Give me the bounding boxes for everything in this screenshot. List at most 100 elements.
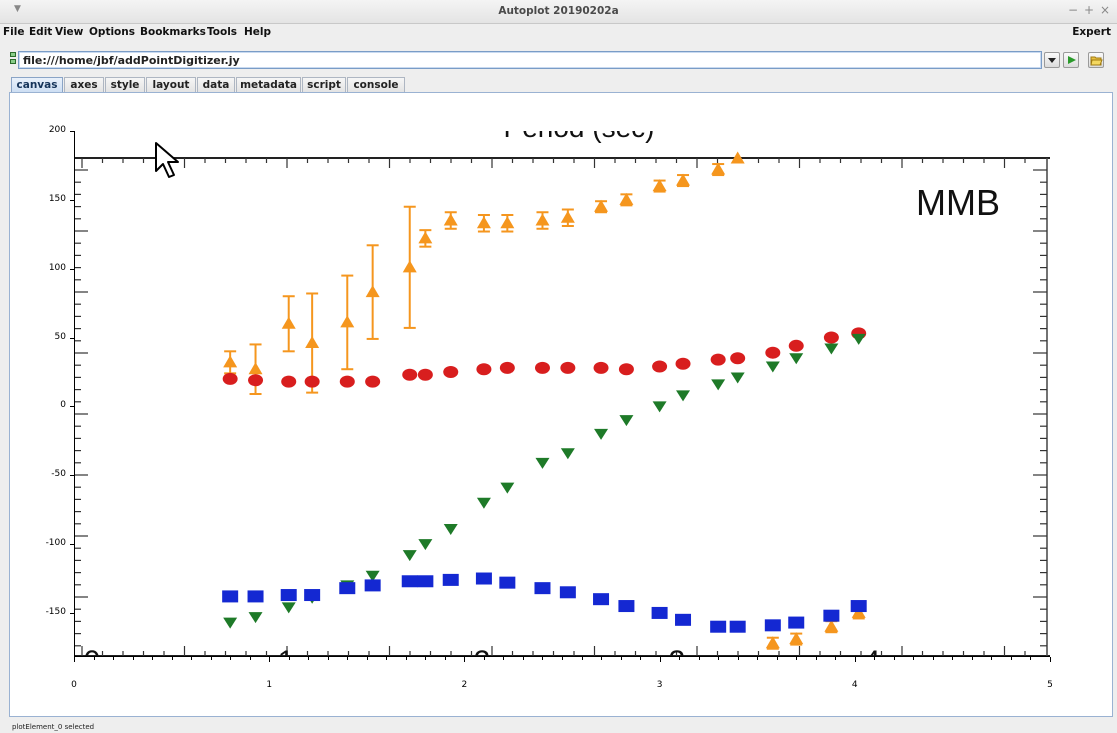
window-menu-icon[interactable]: ▼ [14,4,21,14]
data-point [675,613,692,626]
plot-go-button[interactable] [1063,52,1079,68]
x-minor-tick [874,657,876,660]
data-point [500,216,515,229]
tab-data[interactable]: data [197,77,235,93]
data-source-icon [10,52,17,66]
plot-area[interactable]: Period (sec) MMB 0 1 2 3 4 [74,131,1050,657]
x-minor-tick [542,657,544,660]
x-tick-mark [269,657,271,662]
data-point [710,353,726,366]
menu-file[interactable]: File [3,26,25,38]
y-tick-mark [70,406,74,408]
data-point [248,362,263,375]
data-point [676,390,691,402]
minimize-icon[interactable]: − [1067,3,1079,17]
expert-menu[interactable]: Expert [1072,26,1111,38]
address-dropdown-button[interactable] [1044,52,1060,68]
menu-view[interactable]: View [55,26,84,38]
y-tick-mark [70,475,74,477]
data-point [443,365,459,378]
data-point [304,375,320,388]
folder-open-icon [1090,56,1103,66]
tab-canvas[interactable]: canvas [11,77,63,94]
data-point [594,428,609,440]
tab-style[interactable]: style [105,77,145,93]
data-point [618,363,634,376]
x-minor-tick [679,657,681,660]
x-tick-label: 2 [461,680,468,690]
image-bottom-numeral: 4 [864,645,881,657]
y-tick-label: -100 [45,538,66,549]
x-minor-tick [366,657,368,660]
menu-edit[interactable]: Edit [29,26,53,38]
series-triangle-up [223,151,866,650]
x-minor-tick [425,657,427,660]
data-point [339,375,355,388]
menu-bar: File Edit View Options Bookmarks Tools H… [0,24,1117,42]
data-point [534,361,550,374]
data-point [729,620,746,633]
x-axis-line [74,656,1050,657]
data-point [651,606,668,619]
canvas-panel[interactable] [9,92,1113,717]
maximize-icon[interactable]: + [1083,3,1095,17]
x-tick-label: 4 [851,680,858,690]
data-point [594,199,609,212]
tab-metadata[interactable]: metadata [236,77,301,93]
data-point [340,315,355,328]
data-point [500,482,515,494]
y-axis-line [74,131,75,657]
menu-tools[interactable]: Tools [207,26,238,38]
tab-axes[interactable]: axes [64,77,104,93]
mouse-cursor-icon [155,142,179,178]
data-point [560,361,576,374]
data-point [247,590,264,603]
data-point [652,360,668,373]
data-point [476,363,492,376]
data-point [476,497,491,509]
tab-script[interactable]: script [302,77,346,93]
y-tick-mark [70,268,74,270]
x-minor-tick [249,657,251,660]
x-minor-tick [971,657,973,660]
image-watermark: MMB [916,182,1000,223]
data-point [535,457,550,469]
tab-layout[interactable]: layout [146,77,196,93]
title-bar: ▼ Autoplot 20190202a − + × [0,0,1117,24]
data-point [765,636,780,649]
data-point [304,589,321,602]
y-tick-label: 50 [54,331,66,342]
plot-svg: Period (sec) MMB 0 1 2 3 4 [74,131,1050,657]
x-tick-label: 5 [1047,680,1053,690]
window-title: Autoplot 20190202a [498,5,619,17]
x-minor-tick [718,657,720,660]
menu-options[interactable]: Options [89,26,135,38]
x-minor-tick [698,657,700,660]
y-tick-label: 200 [48,125,66,135]
data-point [223,355,238,368]
tab-console[interactable]: console [347,77,405,93]
data-point [652,401,667,413]
y-tick-label: -150 [45,606,66,617]
x-minor-tick [191,657,193,660]
x-minor-tick [796,657,798,660]
data-point [281,602,296,614]
menu-help[interactable]: Help [244,26,272,38]
x-minor-tick [93,657,95,660]
close-icon[interactable]: × [1099,3,1111,17]
data-point [619,415,634,427]
x-minor-tick [132,657,134,660]
data-point [730,352,746,365]
menu-bookmarks[interactable]: Bookmarks [140,26,206,38]
x-tick-mark [1050,657,1051,662]
x-minor-tick [562,657,563,660]
data-point [222,590,239,603]
address-input[interactable]: file:///home/jbf/addPointDigitizer.jy [18,51,1042,69]
y-tick-mark [70,337,74,339]
y-tick-label: 100 [48,262,66,273]
data-point [402,260,417,273]
x-minor-tick [327,657,329,660]
open-file-button[interactable] [1088,52,1104,68]
x-minor-tick [308,657,310,660]
x-minor-tick [757,657,759,660]
